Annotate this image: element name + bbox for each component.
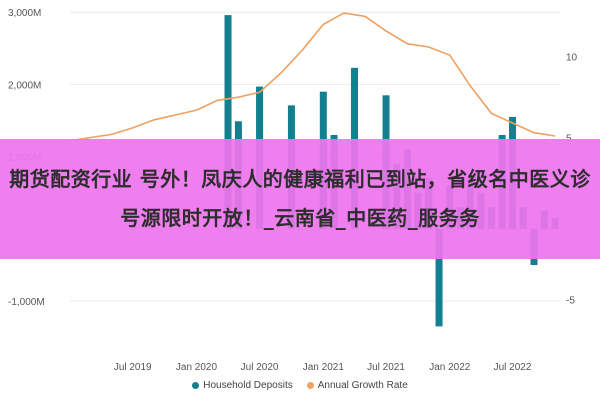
y-right-tick-label: -5 — [566, 295, 575, 306]
legend: Household Deposits Annual Growth Rate — [0, 380, 600, 391]
bar-household-deposits — [224, 15, 232, 229]
y-left-tick-label: -1,000M — [8, 297, 45, 308]
x-tick-label: Jul 2021 — [367, 362, 405, 373]
legend-label-annual-growth-rate: Annual Growth Rate — [317, 380, 408, 391]
banner-text: 期货配资行业 号外！凤庆人的健康福利已到站，省级名中医义诊号源限时开放！_云南省… — [9, 167, 591, 230]
y-left-tick-label: 3,000M — [8, 8, 41, 19]
bar-household-deposits — [435, 228, 443, 327]
overlay-banner: 期货配资行业 号外！凤庆人的健康福利已到站，省级名中医义诊号源限时开放！_云南省… — [0, 139, 600, 259]
x-tick-label: Jul 2022 — [494, 362, 532, 373]
y-left-tick-label: 2,000M — [8, 80, 41, 91]
legend-swatch-annual-growth-rate — [306, 382, 314, 389]
x-tick-label: Jan 2021 — [303, 362, 345, 373]
legend-item-household-deposits: Household Deposits — [192, 380, 293, 391]
x-tick-label: Jan 2022 — [429, 362, 471, 373]
x-tick-label: Jan 2020 — [176, 362, 218, 373]
legend-label-household-deposits: Household Deposits — [203, 380, 293, 391]
y-right-tick-label: 10 — [566, 53, 578, 64]
x-tick-label: Jul 2019 — [114, 362, 152, 373]
legend-item-annual-growth-rate: Annual Growth Rate — [306, 380, 408, 391]
x-tick-label: Jul 2020 — [241, 362, 279, 373]
line-annual-growth-rate — [69, 12, 556, 142]
legend-swatch-household-deposits — [192, 382, 200, 389]
